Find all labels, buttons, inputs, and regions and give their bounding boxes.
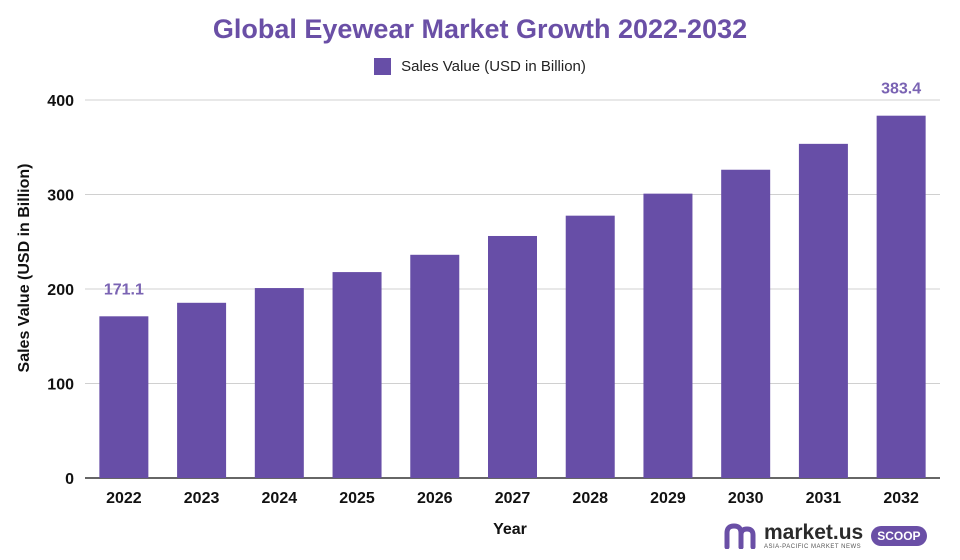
bar-2028 bbox=[565, 215, 615, 478]
x-tick-label: 2030 bbox=[728, 490, 764, 507]
bar-2032 bbox=[876, 115, 926, 478]
bar-2026 bbox=[410, 254, 460, 478]
bar-2024 bbox=[254, 288, 304, 478]
chart-title: Global Eyewear Market Growth 2022-2032 bbox=[212, 14, 748, 44]
x-axis-title: Year bbox=[493, 521, 527, 538]
bar-2029 bbox=[643, 193, 693, 478]
data-label-2022: 171.1 bbox=[104, 281, 144, 298]
y-tick-label: 300 bbox=[47, 188, 74, 205]
x-tick-label: 2025 bbox=[339, 490, 375, 507]
x-tick-label: 2029 bbox=[650, 490, 686, 507]
bar-2027 bbox=[488, 235, 537, 478]
x-tick-label: 2028 bbox=[572, 490, 608, 507]
y-tick-label: 200 bbox=[47, 282, 74, 299]
x-tick-label: 2026 bbox=[417, 490, 453, 507]
bar-2025 bbox=[332, 272, 382, 478]
y-axis-title: Sales Value (USD in Billion) bbox=[16, 164, 33, 373]
x-tick-label: 2032 bbox=[883, 490, 919, 507]
legend-swatch bbox=[374, 58, 392, 75]
legend-label: Sales Value (USD in Billion) bbox=[401, 58, 586, 75]
x-tick-label: 2027 bbox=[495, 490, 531, 507]
market-us-logo-icon bbox=[724, 523, 756, 549]
bar-2023 bbox=[177, 302, 227, 478]
x-tick-label: 2031 bbox=[806, 490, 842, 507]
bar-2031 bbox=[798, 143, 848, 478]
bar-2030 bbox=[721, 169, 771, 478]
x-tick-label: 2024 bbox=[262, 490, 298, 507]
bar-2022 bbox=[99, 316, 149, 478]
x-tick-label: 2023 bbox=[184, 490, 220, 507]
market-us-logo: market.us ASIA-PACIFIC MARKET NEWS SCOOP bbox=[724, 522, 927, 550]
data-label-2032: 383.4 bbox=[881, 81, 921, 98]
y-tick-label: 100 bbox=[47, 377, 74, 394]
x-tick-label: 2022 bbox=[106, 490, 142, 507]
y-tick-label: 0 bbox=[65, 471, 74, 488]
y-tick-label: 400 bbox=[47, 93, 74, 110]
logo-tagline: ASIA-PACIFIC MARKET NEWS bbox=[764, 544, 862, 550]
chart-legend: Sales Value (USD in Billion) bbox=[0, 58, 960, 75]
logo-badge: SCOOP bbox=[871, 526, 927, 546]
logo-name: market.us bbox=[764, 521, 864, 544]
